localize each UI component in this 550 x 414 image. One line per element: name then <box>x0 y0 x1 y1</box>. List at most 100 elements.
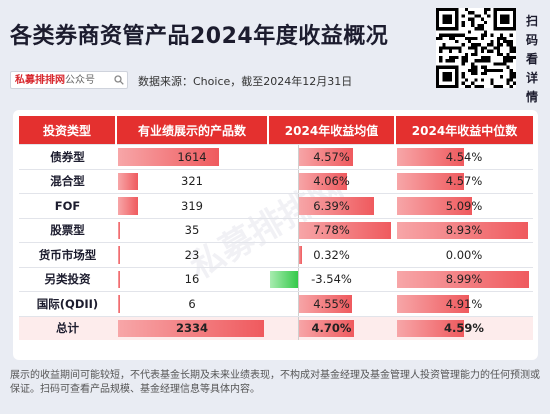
zero-axis-line <box>298 145 299 169</box>
returns-table: 投资类型 有业绩展示的产品数 2024年收益均值 2024年收益中位数 债券型 1… <box>19 116 533 340</box>
column-header: 投资类型 <box>19 116 116 145</box>
product-count-cell: 1614 <box>116 144 268 169</box>
column-header: 有业绩展示的产品数 <box>115 116 268 145</box>
table-row: 货币市场型 23 0.32% 0.00% <box>19 242 533 267</box>
search-icon <box>114 75 124 85</box>
median-return-cell: 8.93% <box>395 217 533 243</box>
product-count-cell: 321 <box>116 168 268 194</box>
investment-type: 货币市场型 <box>19 242 116 267</box>
median-return-cell: 0.00% <box>395 242 533 267</box>
median-bar <box>397 270 529 288</box>
median-return-value: 5.09% <box>445 198 483 213</box>
investment-type: 另类投资 <box>19 266 116 292</box>
scan-hint-char: 扫 <box>525 14 538 28</box>
median-return-value: 4.91% <box>445 296 483 311</box>
median-bar <box>397 295 470 313</box>
column-header: 2024年收益均值 <box>267 116 395 145</box>
mean-bar <box>298 148 353 166</box>
investment-type: FOF <box>19 193 116 218</box>
product-count-cell: 2334 <box>116 315 268 340</box>
mean-return-value: 0.32% <box>313 247 350 262</box>
mean-return-value: -3.54% <box>311 272 352 287</box>
scan-hint-char: 详 <box>525 71 538 85</box>
data-source: 数据来源：Choice，截至2024年12月31日 <box>138 75 353 88</box>
table-row: 混合型 321 4.06% 4.57% <box>19 168 533 194</box>
page-title: 各类券商资管产品2024年度收益概况 <box>10 24 389 49</box>
count-bar <box>118 172 139 190</box>
mean-return-cell: 4.70% <box>268 315 395 340</box>
median-return-value: 4.59% <box>444 321 484 336</box>
zero-axis-line <box>298 194 299 218</box>
table-header-row: 投资类型 有业绩展示的产品数 2024年收益均值 2024年收益中位数 <box>19 116 533 145</box>
median-return-cell: 4.54% <box>395 144 533 169</box>
product-count-value: 35 <box>184 223 200 238</box>
mean-return-cell: 4.57% <box>268 144 395 169</box>
product-count-cell: 23 <box>116 242 268 267</box>
mean-return-cell: 4.55% <box>268 291 395 316</box>
median-bar <box>397 319 465 337</box>
count-bar <box>118 319 264 337</box>
product-count-cell: 6 <box>116 291 268 316</box>
count-bar <box>118 148 219 166</box>
median-bar <box>397 197 472 215</box>
count-bar <box>118 270 120 288</box>
zero-axis-line <box>298 316 299 340</box>
product-count-value: 2334 <box>175 321 208 336</box>
median-return-cell: 4.59% <box>395 315 533 340</box>
scan-hint-char: 情 <box>525 90 538 104</box>
median-return-cell: 4.57% <box>395 168 533 194</box>
count-bar <box>118 246 120 264</box>
investment-type: 股票型 <box>19 217 116 243</box>
investment-type: 国际(QDII) <box>19 291 116 316</box>
zero-axis-line <box>298 169 299 193</box>
qr-code-icon[interactable] <box>436 8 516 88</box>
scan-hint: 扫码看详情 <box>522 12 542 107</box>
median-bar <box>397 148 464 166</box>
investment-type: 总计 <box>19 315 116 340</box>
mean-return-cell: -3.54% <box>268 266 395 292</box>
brand-suffix: 公众号 <box>65 75 95 86</box>
product-count-value: 6 <box>188 296 196 311</box>
mean-return-cell: 7.78% <box>268 217 395 243</box>
table-total-row: 总计 2334 4.70% 4.59% <box>19 315 533 340</box>
investment-type: 混合型 <box>19 168 116 194</box>
median-return-value: 4.57% <box>445 174 483 189</box>
table-row: FOF 319 6.39% 5.09% <box>19 193 533 218</box>
mean-bar <box>298 221 391 239</box>
mean-bar <box>298 295 353 313</box>
product-count-value: 319 <box>181 198 203 213</box>
mean-return-value: 7.78% <box>313 223 350 238</box>
mean-return-value: 4.57% <box>313 149 350 164</box>
mean-bar <box>298 197 375 215</box>
mean-bar <box>270 270 298 288</box>
median-return-value: 4.54% <box>445 149 483 164</box>
product-count-value: 321 <box>181 174 203 189</box>
mean-bar <box>298 246 302 264</box>
brand-search-box[interactable]: 私募排排网公众号 <box>10 71 128 89</box>
mean-return-value: 6.39% <box>313 198 350 213</box>
mean-return-cell: 0.32% <box>268 242 395 267</box>
table-row: 另类投资 16 -3.54% 8.99% <box>19 266 533 292</box>
product-count-cell: 16 <box>116 266 268 292</box>
count-bar <box>118 197 138 215</box>
zero-axis-line <box>298 267 299 291</box>
mean-return-cell: 6.39% <box>268 193 395 218</box>
product-count-value: 1614 <box>177 149 207 164</box>
scan-hint-char: 看 <box>525 52 538 66</box>
column-header: 2024年收益中位数 <box>394 116 533 145</box>
mean-return-value: 4.55% <box>313 296 350 311</box>
table-row: 国际(QDII) 6 4.55% 4.91% <box>19 291 533 316</box>
median-return-cell: 4.91% <box>395 291 533 316</box>
mean-bar <box>298 319 355 337</box>
zero-axis-line <box>298 218 299 242</box>
median-bar <box>397 221 529 239</box>
count-bar <box>118 295 120 313</box>
median-return-cell: 5.09% <box>395 193 533 218</box>
brand-name: 私募排排网 <box>15 75 65 86</box>
table-row: 债券型 1614 4.57% 4.54% <box>19 144 533 169</box>
median-return-value: 8.93% <box>445 223 483 238</box>
median-return-cell: 8.99% <box>395 266 533 292</box>
median-bar <box>397 172 465 190</box>
mean-return-value: 4.70% <box>311 321 352 336</box>
median-return-value: 8.99% <box>445 272 483 287</box>
